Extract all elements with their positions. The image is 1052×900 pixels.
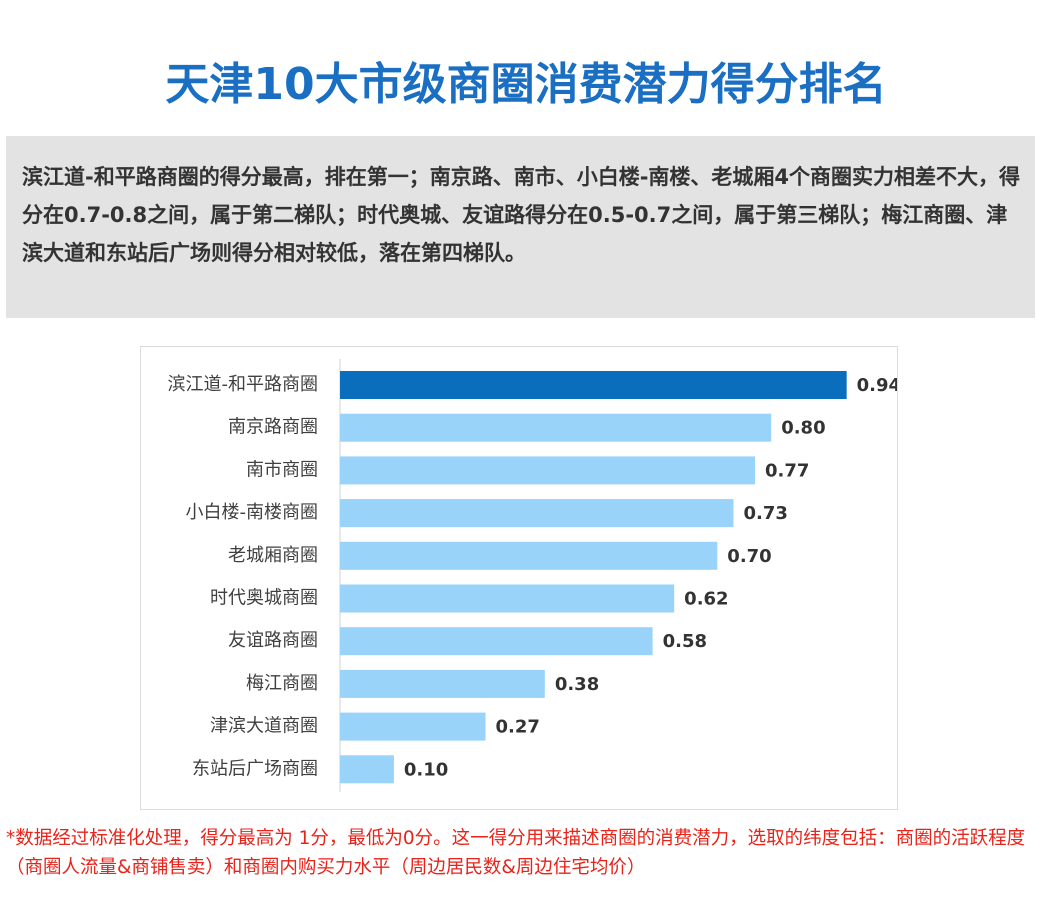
bar	[340, 456, 756, 485]
category-label: 东站后广场商圈	[192, 758, 318, 779]
category-label: 南市商圈	[246, 459, 318, 480]
value-label: 0.38	[555, 674, 599, 695]
value-label: 0.58	[663, 631, 707, 652]
value-label: 0.62	[684, 589, 728, 610]
page-title: 天津10大市级商圈消费潜力得分排名	[165, 59, 887, 110]
category-label: 南京路商圈	[228, 417, 318, 438]
category-label: 小白楼-南楼商圈	[186, 502, 319, 523]
value-label: 0.27	[496, 717, 540, 738]
chart-frame: 滨江道-和平路商圈 0.94 南京路商圈 0.80 南市商圈 0.77 小白楼-南楼商圈 0.…	[140, 346, 898, 810]
category-label: 梅江商圈	[246, 673, 318, 694]
value-label: 0.70	[727, 546, 771, 567]
category-label: 时代奥城商圈	[210, 588, 318, 609]
category-label: 友谊路商圈	[228, 630, 318, 651]
value-label: 0.80	[781, 418, 825, 439]
value-label: 0.10	[404, 759, 448, 780]
bar	[340, 541, 718, 570]
bar	[340, 584, 675, 613]
category-label: 津滨大道商圈	[210, 716, 318, 737]
bar	[340, 371, 847, 399]
bar	[340, 413, 772, 442]
bar	[340, 627, 653, 656]
category-label: 滨江道-和平路商圈	[168, 374, 319, 395]
summary-box: 滨江道-和平路商圈的得分最高，排在第一；南京路、南市、小白楼-南楼、老城厢4个商…	[6, 136, 1035, 318]
footnote: *数据经过标准化处理，得分最高为 1分，最低为0分。这一得分用来描述商圈的消费潜…	[6, 828, 1026, 878]
value-label: 0.73	[743, 503, 787, 524]
bar	[340, 755, 394, 784]
bar	[340, 499, 734, 528]
bar	[340, 712, 486, 741]
category-label: 老城厢商圈	[228, 545, 318, 566]
value-label: 0.77	[765, 460, 809, 481]
summary-text: 滨江道-和平路商圈的得分最高，排在第一；南京路、南市、小白楼-南楼、老城厢4个商…	[22, 165, 1021, 265]
bar-chart: 滨江道-和平路商圈 0.94 南京路商圈 0.80 南市商圈 0.77 小白楼-南楼商圈 0.…	[168, 359, 897, 792]
value-label: 0.94	[857, 375, 897, 396]
bar	[340, 669, 545, 698]
